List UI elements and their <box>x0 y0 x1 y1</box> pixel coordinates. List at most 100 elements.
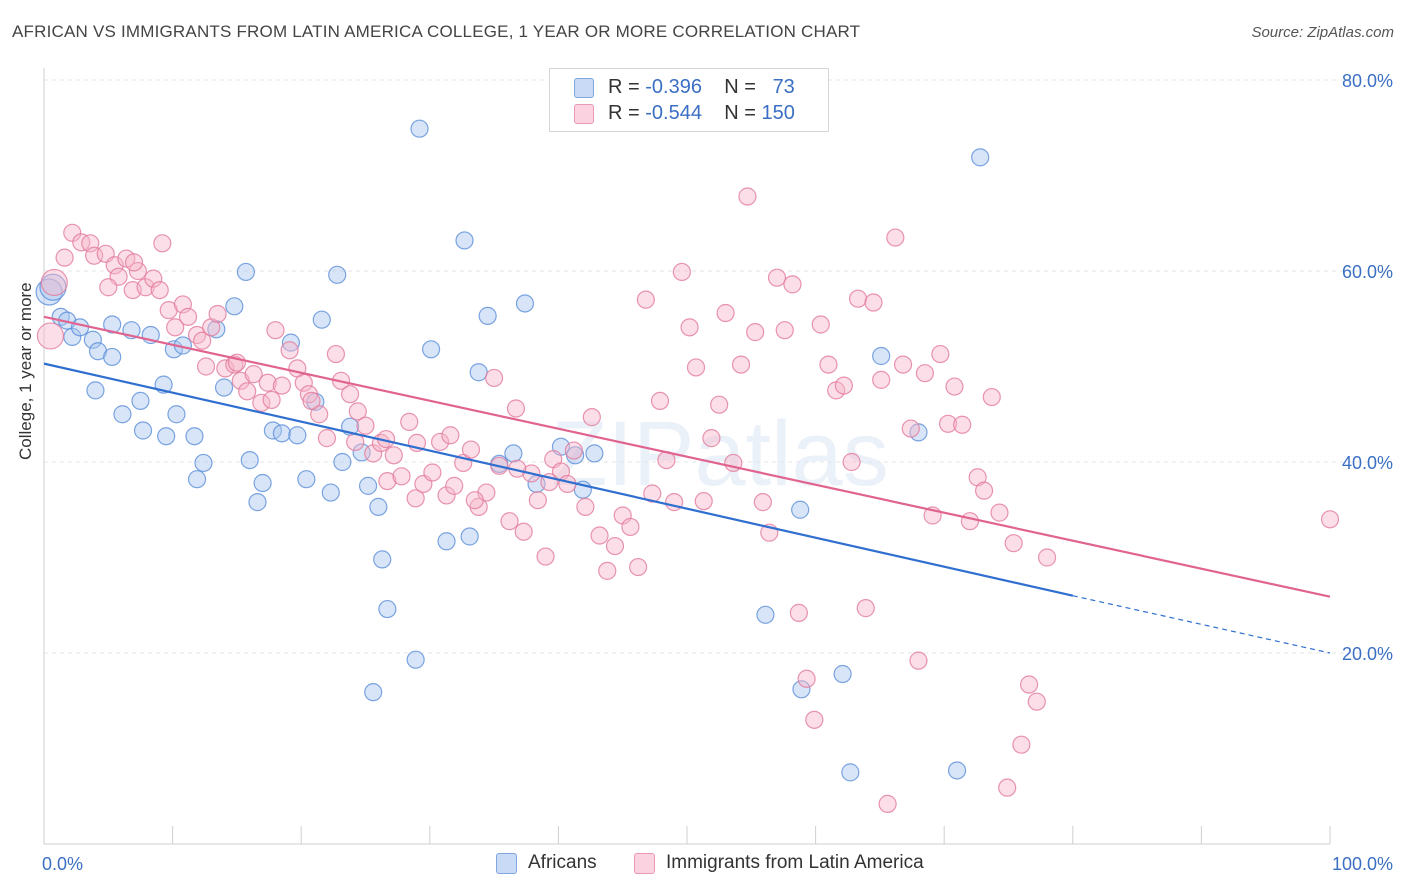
point-africans <box>378 599 397 619</box>
point-africans <box>253 473 272 493</box>
point-latin-america <box>805 710 824 729</box>
trend-line-africans <box>43 362 1074 597</box>
point-latin-america <box>878 794 897 813</box>
point-latin-america <box>960 512 980 531</box>
point-africans <box>833 664 852 684</box>
point-latin-america <box>441 426 460 445</box>
trend-lines <box>43 315 1331 654</box>
point-africans <box>131 391 150 410</box>
point-latin-america <box>1320 510 1340 529</box>
legend-r-label: R = <box>608 102 640 124</box>
point-latin-america <box>178 307 198 326</box>
point-latin-america <box>187 325 207 345</box>
source-label: Source: ZipAtlas.com <box>1251 24 1394 41</box>
point-latin-america <box>605 536 625 556</box>
point-latin-america <box>767 268 787 287</box>
point-latin-america <box>848 289 868 308</box>
point-africans <box>478 306 497 325</box>
point-africans <box>410 119 429 138</box>
point-latin-america <box>225 355 244 374</box>
legend: R = -0.396 N = 73 R = -0.544 N = 150 <box>549 68 829 132</box>
point-latin-america <box>945 377 964 396</box>
point-africans <box>70 318 90 337</box>
point-africans <box>460 527 479 546</box>
point-africans <box>103 347 122 367</box>
point-africans <box>86 381 105 400</box>
point-latin-america <box>392 467 411 486</box>
point-latin-america <box>262 390 281 410</box>
x-tick-label: 0.0% <box>42 854 83 874</box>
point-latin-america <box>864 293 883 312</box>
point-africans <box>515 294 535 313</box>
point-latin-america <box>423 463 442 482</box>
point-africans <box>83 330 102 349</box>
point-latin-america <box>686 358 706 377</box>
point-latin-america <box>514 522 533 541</box>
point-latin-america <box>378 472 397 491</box>
point-africans <box>437 532 456 551</box>
point-latin-america <box>272 376 292 395</box>
legend-r-value: -0.544 <box>645 102 702 124</box>
point-latin-america <box>746 323 765 342</box>
point-latin-america <box>716 303 735 323</box>
point-africans <box>236 262 256 282</box>
point-africans <box>225 297 244 316</box>
point-latin-america <box>710 395 729 414</box>
point-latin-america <box>506 399 526 418</box>
point-latin-america <box>915 364 935 383</box>
point-latin-america <box>461 440 481 459</box>
point-latin-america <box>193 331 212 350</box>
legend-swatch-latin-america <box>574 104 594 124</box>
point-africans <box>187 470 207 489</box>
point-africans <box>421 340 441 359</box>
point-latin-america <box>938 414 958 433</box>
point-latin-america <box>834 376 853 395</box>
point-latin-america <box>731 355 751 374</box>
point-latin-america <box>437 486 456 505</box>
point-latin-america <box>196 357 216 376</box>
point-africans <box>133 421 153 440</box>
chart-title: AFRICAN VS IMMIGRANTS FROM LATIN AMERICA… <box>12 22 861 41</box>
legend-n-value: 73 <box>772 76 795 98</box>
point-latin-america <box>811 315 830 334</box>
point-africans <box>358 476 378 495</box>
point-latin-america <box>400 412 419 431</box>
point-africans <box>194 453 213 473</box>
point-latin-america <box>40 268 68 297</box>
legend-r-label: R = <box>608 76 640 98</box>
point-latin-america <box>150 281 169 300</box>
point-latin-america <box>819 355 838 374</box>
point-latin-america <box>982 387 1001 407</box>
bottom-legend-swatch-latin-america <box>634 853 655 874</box>
point-africans <box>157 427 176 446</box>
point-africans <box>504 444 523 463</box>
point-africans <box>406 650 425 669</box>
legend-r-value: -0.396 <box>645 76 702 98</box>
point-africans <box>455 231 474 250</box>
point-latin-america <box>258 373 277 392</box>
point-latin-america <box>1019 675 1039 694</box>
y-tick-label: 60.0% <box>1342 262 1393 282</box>
point-latin-america <box>576 497 595 516</box>
point-africans <box>281 333 301 352</box>
point-latin-america <box>326 344 346 364</box>
point-africans <box>792 680 811 699</box>
legend-n-label: N = <box>724 76 756 98</box>
point-latin-america <box>1027 692 1046 711</box>
point-latin-america <box>1012 735 1031 754</box>
bottom-legend-label-africans: Africans <box>528 852 597 873</box>
point-latin-america <box>317 429 337 448</box>
point-latin-america <box>775 321 794 340</box>
point-africans <box>756 605 775 624</box>
point-latin-america <box>643 484 662 503</box>
y-tick-label: 80.0% <box>1342 71 1393 91</box>
point-africans <box>841 763 860 782</box>
point-africans <box>288 426 307 445</box>
point-latin-america <box>636 290 655 309</box>
point-latin-america <box>528 491 547 510</box>
point-latin-america <box>886 228 905 247</box>
point-latin-america <box>99 278 118 297</box>
legend-n-label: N = <box>724 102 756 124</box>
point-latin-america <box>430 432 450 452</box>
point-africans <box>373 550 392 569</box>
